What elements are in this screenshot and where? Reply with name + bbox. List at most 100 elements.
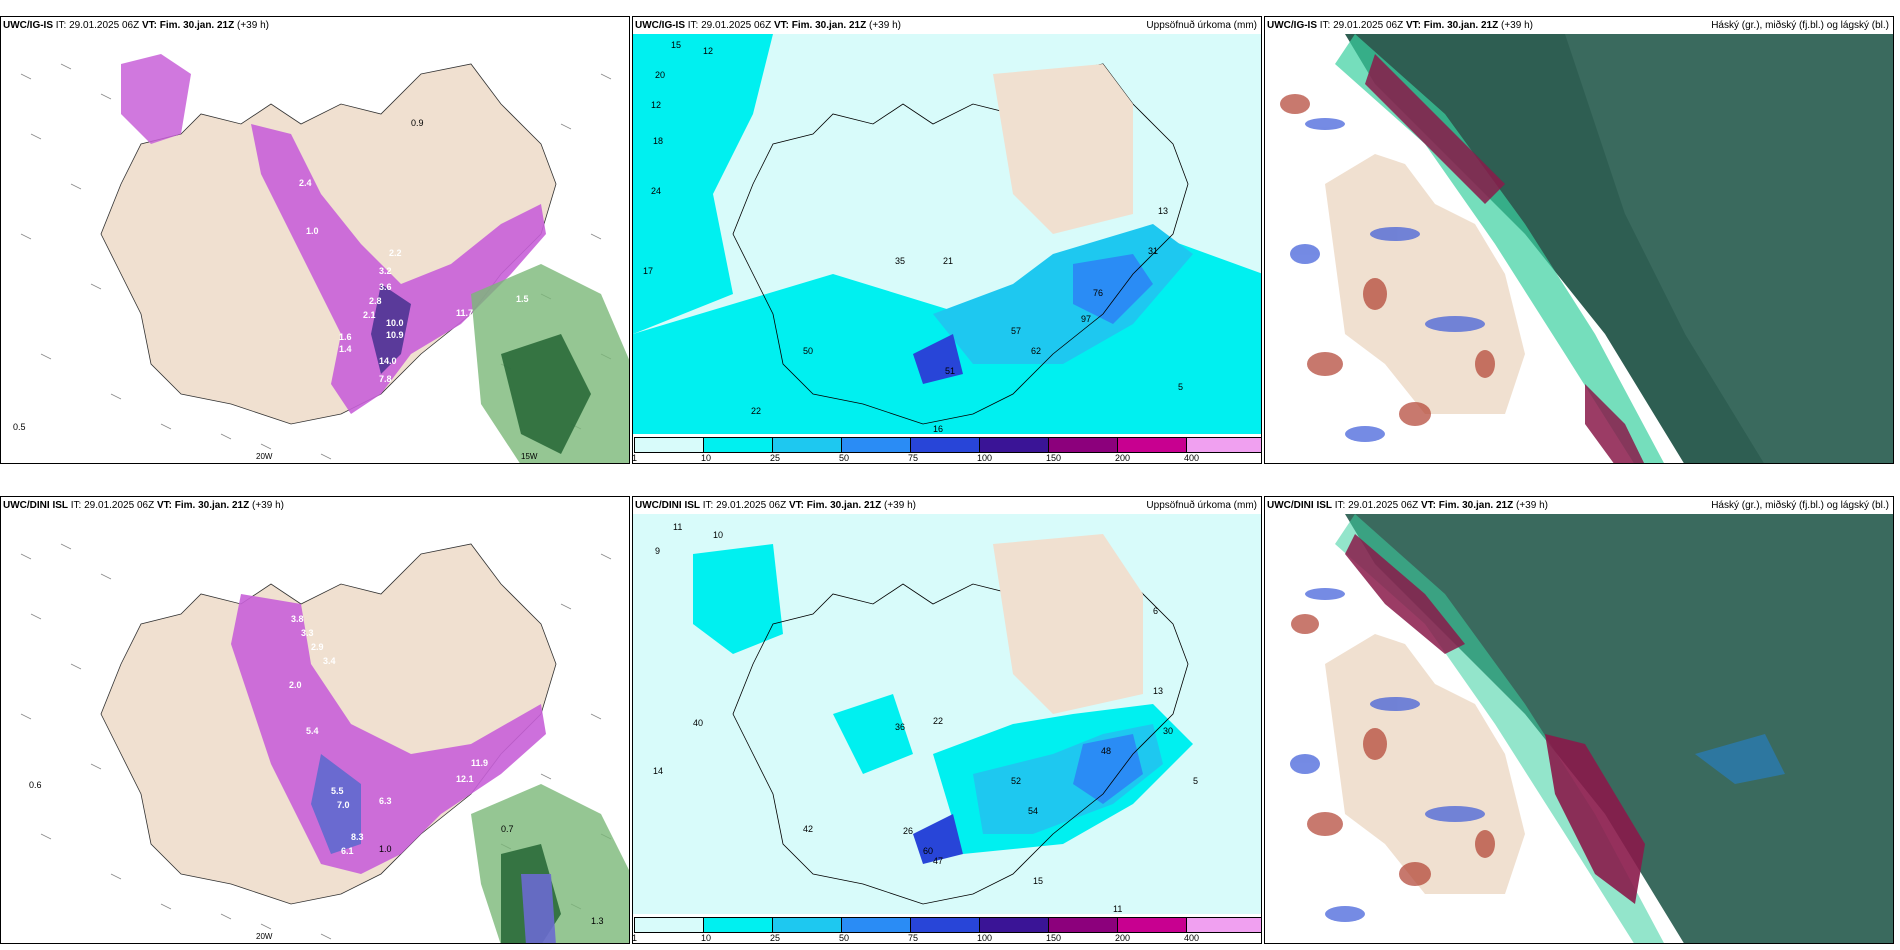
colorbar-box	[703, 437, 773, 453]
accum-label: 21	[943, 256, 953, 266]
colorbar-tick: 100	[977, 933, 993, 943]
precip-label: 0.7	[501, 824, 514, 834]
colorbar-box	[1117, 437, 1187, 453]
colorbar-box	[1186, 917, 1261, 933]
colorbar-box	[841, 437, 911, 453]
accum-label: 11	[1113, 904, 1122, 914]
colorbar-legend: 1 10 25 50 75 100 150 200 400	[632, 915, 1261, 943]
iceland-land	[732, 63, 1189, 425]
panel-accum-igis: UWC/IG-IS IT: 29.01.2025 06Z VT: Fim. 30…	[632, 16, 1262, 464]
precip-label: 1.5	[516, 294, 529, 304]
panel-header: UWC/DINI ISL IT: 29.01.2025 06Z VT: Fim.…	[1267, 500, 1548, 511]
precip-label: 3.6	[379, 282, 392, 292]
accum-label: 50	[803, 346, 813, 356]
accum-label: 5	[1178, 382, 1183, 392]
panel-clouds-dini: UWC/DINI ISL IT: 29.01.2025 06Z VT: Fim.…	[1264, 496, 1894, 944]
accum-label: 15	[1033, 876, 1043, 886]
panel-header: UWC/IG-IS IT: 29.01.2025 06Z VT: Fim. 30…	[1267, 20, 1533, 31]
cloud-map	[1265, 34, 1893, 463]
precip-label: 2.9	[311, 642, 324, 652]
colorbar-box	[634, 917, 704, 933]
panel-title-right: Uppsöfnuð úrkoma (mm)	[1146, 20, 1257, 31]
colorbar-tick: 50	[839, 453, 850, 463]
accum-label: 35	[895, 256, 905, 266]
precip-label: 7.8	[379, 374, 392, 384]
precip-label: 2.4	[299, 178, 312, 188]
accum-label: 14	[653, 766, 663, 776]
colorbar-legend: 1 10 25 50 75 100 150 200 400	[632, 435, 1261, 463]
precip-label: 10.9	[386, 330, 404, 340]
colorbar-box	[979, 917, 1049, 933]
colorbar-tick: 10	[701, 933, 712, 943]
colorbar-tick: 25	[770, 453, 781, 463]
colorbar-tick: 25	[770, 933, 781, 943]
axis-label: 20W	[256, 452, 273, 461]
accum-label: 54	[1028, 806, 1038, 816]
colorbar-tick: 1	[632, 933, 638, 943]
accum-label: 48	[1101, 746, 1111, 756]
accum-label: 47	[933, 856, 943, 866]
colorbar-tick: 200	[1115, 933, 1131, 943]
panel-clouds-igis: UWC/IG-IS IT: 29.01.2025 06Z VT: Fim. 30…	[1264, 16, 1894, 464]
cloud-map	[1265, 514, 1893, 943]
colorbar-box	[703, 917, 773, 933]
colorbar-box	[634, 437, 704, 453]
accum-label: 20	[655, 70, 665, 80]
precip-label: 1.0	[306, 226, 319, 236]
colorbar-box	[910, 437, 980, 453]
accum-label: 97	[1081, 314, 1091, 324]
precip-label: 11.7	[456, 308, 473, 318]
accum-label: 62	[1031, 346, 1041, 356]
panel-title-right: Háský (gr.), miðský (fj.bl.) og lágský (…	[1711, 20, 1889, 31]
colorbar-box	[1048, 437, 1118, 453]
accum-label: 6	[1153, 606, 1158, 616]
colorbar-tick: 400	[1184, 933, 1200, 943]
accum-label: 15	[671, 40, 681, 50]
axis-label: 15W	[521, 452, 538, 461]
precip-label: 3.2	[379, 266, 392, 276]
panel-precip-dini: UWC/DINI ISL IT: 29.01.2025 06Z VT: Fim.…	[0, 496, 630, 944]
accum-label: 11	[673, 522, 682, 532]
colorbar-tick: 200	[1115, 453, 1131, 463]
precip-label: 5.5	[331, 786, 344, 796]
precip-label: 6.1	[341, 846, 354, 856]
accum-label: 17	[643, 266, 653, 276]
colorbar-box	[772, 917, 842, 933]
accum-label: 26	[903, 826, 913, 836]
accum-label: 9	[655, 546, 660, 556]
colorbar-box	[841, 917, 911, 933]
accum-label: 60	[923, 846, 933, 856]
precip-label: 12.1	[456, 774, 474, 784]
accum-label: 13	[1153, 686, 1163, 696]
accum-label: 51	[945, 366, 955, 376]
precip-label: 2.0	[289, 680, 302, 690]
colorbar-tick: 1	[632, 453, 638, 463]
colorbar-tick: 50	[839, 933, 850, 943]
precip-map: 5.5 7.0 6.1 8.3 12.1 11.9 3.8 3.3 2.9 3.…	[1, 514, 629, 943]
panel-header: UWC/DINI ISL IT: 29.01.2025 06Z VT: Fim.…	[635, 500, 916, 511]
colorbar-box	[1117, 917, 1187, 933]
precip-label: 10.0	[386, 318, 404, 328]
precip-label: 7.0	[337, 800, 350, 810]
precip-label: 1.4	[339, 344, 352, 354]
precip-label: 1.0	[379, 844, 392, 854]
precip-map: 10.0 10.9 14.0 7.8 11.7 2.2 3.6 2.8 2.1 …	[1, 34, 629, 463]
colorbar-tick: 100	[977, 453, 993, 463]
colorbar-tick: 75	[908, 933, 919, 943]
accum-label: 76	[1093, 288, 1103, 298]
panel-header: UWC/IG-IS IT: 29.01.2025 06Z VT: Fim. 30…	[3, 20, 269, 31]
precip-label: 1.3	[591, 916, 604, 926]
precip-label: 2.8	[369, 296, 382, 306]
precip-label: 1.6	[339, 332, 352, 342]
colorbar-tick: 10	[701, 453, 712, 463]
accum-label: 5	[1193, 776, 1198, 786]
colorbar-box	[772, 437, 842, 453]
precip-label: 2.1	[363, 310, 376, 320]
precip-label: 0.6	[29, 780, 42, 790]
accum-label: 31	[1148, 246, 1158, 256]
accum-label: 42	[803, 824, 813, 834]
panel-accum-dini: UWC/DINI ISL IT: 29.01.2025 06Z VT: Fim.…	[632, 496, 1262, 944]
accum-label: 12	[651, 100, 661, 110]
panel-header: UWC/IG-IS IT: 29.01.2025 06Z VT: Fim. 30…	[635, 20, 901, 31]
precip-label: 3.8	[291, 614, 304, 624]
